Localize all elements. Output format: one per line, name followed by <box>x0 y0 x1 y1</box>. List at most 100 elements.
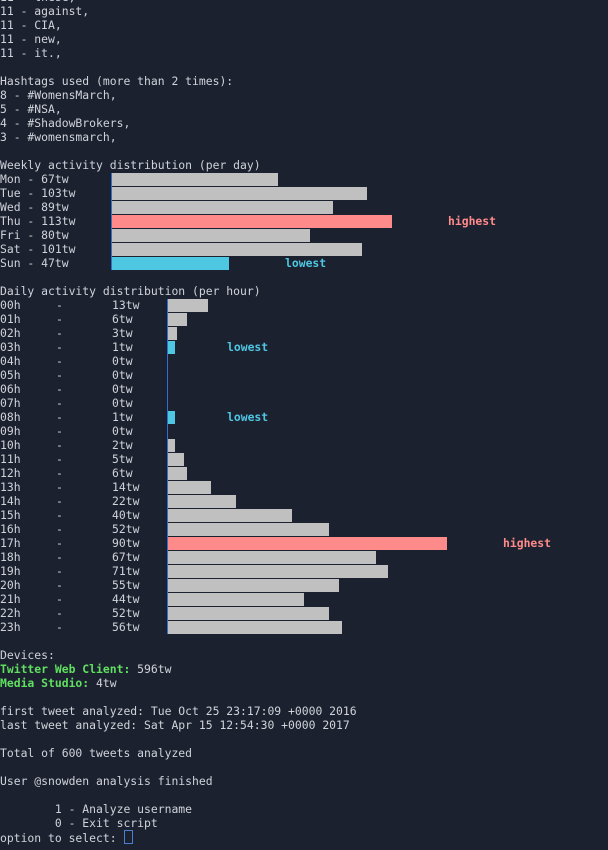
tweet-count: 90tw <box>112 536 140 550</box>
separator: - <box>56 508 63 522</box>
tweet-count: 0tw <box>112 382 133 396</box>
hour-label: 12h <box>0 466 21 480</box>
hour-label: 10h <box>0 438 21 452</box>
daily-title: Daily activity distribution (per hour) <box>0 284 261 298</box>
text-cursor[interactable] <box>124 830 134 844</box>
weekly-bar <box>112 229 310 242</box>
hashtags-title: Hashtags used (more than 2 times): <box>0 74 234 88</box>
hashtag-line: 8 - #WomensMarch, <box>0 88 117 102</box>
weekly-day-label: Sun - 47tw <box>0 256 69 270</box>
tweet-count: 56tw <box>112 620 140 634</box>
daily-bar <box>168 411 175 424</box>
separator: - <box>56 410 63 424</box>
tweet-count: 0tw <box>112 396 133 410</box>
menu-option: 1 - Analyze username <box>0 802 193 816</box>
device-name: Twitter Web Client: <box>0 662 131 676</box>
daily-bar <box>168 537 447 550</box>
daily-bar <box>168 607 329 620</box>
daily-hour-row: 22h - 52tw <box>0 606 139 620</box>
weekly-axis <box>111 173 112 270</box>
daily-bar <box>168 565 388 578</box>
tweet-count: 1tw <box>112 410 133 424</box>
tweet-count: 52tw <box>112 522 140 536</box>
hour-label: 17h <box>0 536 21 550</box>
daily-hour-row: 04h - 0tw <box>0 354 133 368</box>
hour-label: 23h <box>0 620 21 634</box>
weekly-bar <box>112 243 362 256</box>
weekly-day-label: Fri - 80tw <box>0 228 69 242</box>
separator: - <box>56 606 63 620</box>
highest-marker: highest <box>448 214 497 228</box>
hour-label: 06h <box>0 382 21 396</box>
hour-label: 04h <box>0 354 21 368</box>
hour-label: 21h <box>0 592 21 606</box>
word-frequency-line: 11 - these, <box>0 0 75 4</box>
weekly-bar <box>112 257 229 270</box>
finished-line: User @snowden analysis finished <box>0 774 213 788</box>
devices-title: Devices: <box>0 648 55 662</box>
tweet-count: 1tw <box>112 340 133 354</box>
tweet-count: 52tw <box>112 606 140 620</box>
word-frequency-line: 11 - it., <box>0 46 62 60</box>
daily-hour-row: 20h - 55tw <box>0 578 139 592</box>
daily-bar <box>168 509 292 522</box>
daily-bar <box>168 551 376 564</box>
tweet-count: 14tw <box>112 480 140 494</box>
daily-bar <box>168 327 177 340</box>
daily-hour-row: 19h - 71tw <box>0 564 139 578</box>
word-frequency-line: 11 - CIA, <box>0 18 62 32</box>
prompt-line: option to select: <box>0 830 134 845</box>
hashtag-line: 3 - #womensmarch, <box>0 130 117 144</box>
separator: - <box>56 564 63 578</box>
weekly-title: Weekly activity distribution (per day) <box>0 158 261 172</box>
separator: - <box>56 466 63 480</box>
daily-bar <box>168 453 184 466</box>
hour-label: 02h <box>0 326 21 340</box>
tweet-count: 71tw <box>112 564 140 578</box>
tweet-count: 55tw <box>112 578 140 592</box>
highest-marker: highest <box>503 536 552 550</box>
separator: - <box>56 480 63 494</box>
tweet-count: 2tw <box>112 438 133 452</box>
daily-bar <box>168 299 208 312</box>
weekly-day-label: Thu - 113tw <box>0 214 76 228</box>
tweet-count: 22tw <box>112 494 140 508</box>
weekly-day-label: Mon - 67tw <box>0 172 69 186</box>
daily-hour-row: 11h - 5tw <box>0 452 133 466</box>
daily-bar <box>168 523 329 536</box>
hour-label: 18h <box>0 550 21 564</box>
daily-hour-row: 13h - 14tw <box>0 480 139 494</box>
daily-hour-row: 15h - 40tw <box>0 508 139 522</box>
daily-bar <box>168 341 175 354</box>
lowest-marker: lowest <box>227 340 269 354</box>
separator: - <box>56 452 63 466</box>
separator: - <box>56 382 63 396</box>
daily-hour-row: 14h - 22tw <box>0 494 139 508</box>
hour-label: 13h <box>0 480 21 494</box>
daily-bar <box>168 593 304 606</box>
device-count: 4tw <box>89 676 117 690</box>
weekly-day-label: Sat - 101tw <box>0 242 76 256</box>
daily-hour-row: 02h - 3tw <box>0 326 133 340</box>
hour-label: 22h <box>0 606 21 620</box>
hashtag-line: 4 - #ShadowBrokers, <box>0 116 131 130</box>
daily-hour-row: 08h - 1tw <box>0 410 133 424</box>
lowest-marker: lowest <box>227 410 269 424</box>
separator: - <box>56 522 63 536</box>
separator: - <box>56 620 63 634</box>
tweet-count: 40tw <box>112 508 140 522</box>
prompt-text: option to select: <box>0 831 124 845</box>
total-line: Total of 600 tweets analyzed <box>0 746 193 760</box>
separator: - <box>56 298 63 312</box>
separator: - <box>56 592 63 606</box>
weekly-bar <box>112 201 333 214</box>
daily-hour-row: 16h - 52tw <box>0 522 139 536</box>
tweet-count: 67tw <box>112 550 140 564</box>
daily-bar <box>168 439 175 452</box>
first-tweet-line: first tweet analyzed: Tue Oct 25 23:17:0… <box>0 704 357 718</box>
separator: - <box>56 494 63 508</box>
lowest-marker: lowest <box>285 256 327 270</box>
tweet-count: 5tw <box>112 452 133 466</box>
hashtag-line: 5 - #NSA, <box>0 102 62 116</box>
